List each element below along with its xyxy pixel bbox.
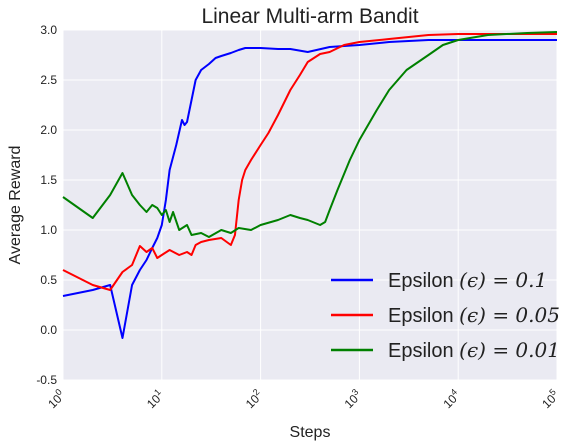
x-tick-label: 102 — [241, 387, 265, 411]
series-line-2 — [62, 31, 558, 238]
x-tick-label: 103 — [340, 387, 364, 411]
grid — [62, 29, 558, 381]
x-tick-exponent: 3 — [350, 387, 361, 398]
legend-label-text: Epsilon — [388, 305, 459, 327]
y-tick-label: 2.0 — [40, 123, 57, 137]
y-tick-label: 2.5 — [40, 73, 57, 87]
legend-item: Epsilon (ϵ) = 0.1 — [331, 268, 547, 292]
x-tick-exponent: 4 — [448, 387, 459, 398]
legend-label: Epsilon (ϵ) = 0.01 — [388, 338, 560, 362]
legend-label-math: (ϵ) = 0.01 — [459, 338, 560, 362]
legend-label-text: Epsilon — [388, 270, 459, 292]
y-tick-label: 0.5 — [40, 273, 57, 287]
x-axis-ticks: 100 101 102 103 104 105 — [44, 387, 562, 411]
plot-background — [63, 30, 557, 380]
svg-text:104: 104 — [439, 387, 463, 411]
y-axis-ticks: 3.0 2.5 2.0 1.5 1.0 0.5 0.0 -0.5 — [36, 23, 57, 387]
x-tick-label: 101 — [143, 387, 167, 411]
y-tick-label: 1.0 — [40, 223, 57, 237]
legend-label: Epsilon (ϵ) = 0.1 — [388, 268, 547, 292]
y-tick-label: 0.0 — [40, 323, 57, 337]
legend-item: Epsilon (ϵ) = 0.01 — [331, 338, 560, 362]
series-line-0 — [62, 39, 557, 339]
y-axis-label: Average Reward — [7, 146, 24, 265]
legend-label-math: (ϵ) = 0.1 — [459, 268, 547, 292]
x-tick-exponent: 1 — [152, 387, 163, 398]
chart-title: Linear Multi-arm Bandit — [201, 5, 418, 28]
legend-label-math: (ϵ) = 0.05 — [459, 303, 560, 327]
svg-text:105: 105 — [538, 387, 562, 411]
x-axis-label: Steps — [290, 424, 331, 441]
legend-label-text: Epsilon — [388, 340, 459, 362]
series-lines — [62, 31, 558, 339]
y-tick-label: -0.5 — [36, 373, 57, 387]
legend-label: Epsilon (ϵ) = 0.05 — [388, 303, 560, 327]
x-tick-exponent: 0 — [53, 387, 64, 398]
svg-text:103: 103 — [340, 387, 364, 411]
legend-item: Epsilon (ϵ) = 0.05 — [331, 303, 560, 327]
svg-text:100: 100 — [44, 387, 68, 411]
x-tick-label: 104 — [439, 387, 463, 411]
x-tick-exponent: 2 — [251, 387, 262, 398]
svg-text:102: 102 — [241, 387, 265, 411]
x-tick-label: 105 — [538, 387, 562, 411]
y-tick-label: 1.5 — [40, 173, 57, 187]
y-tick-label: 3.0 — [40, 23, 57, 37]
series-line-1 — [62, 33, 557, 291]
x-tick-exponent: 5 — [547, 387, 558, 398]
svg-text:101: 101 — [143, 387, 167, 411]
x-tick-label: 100 — [44, 387, 68, 411]
